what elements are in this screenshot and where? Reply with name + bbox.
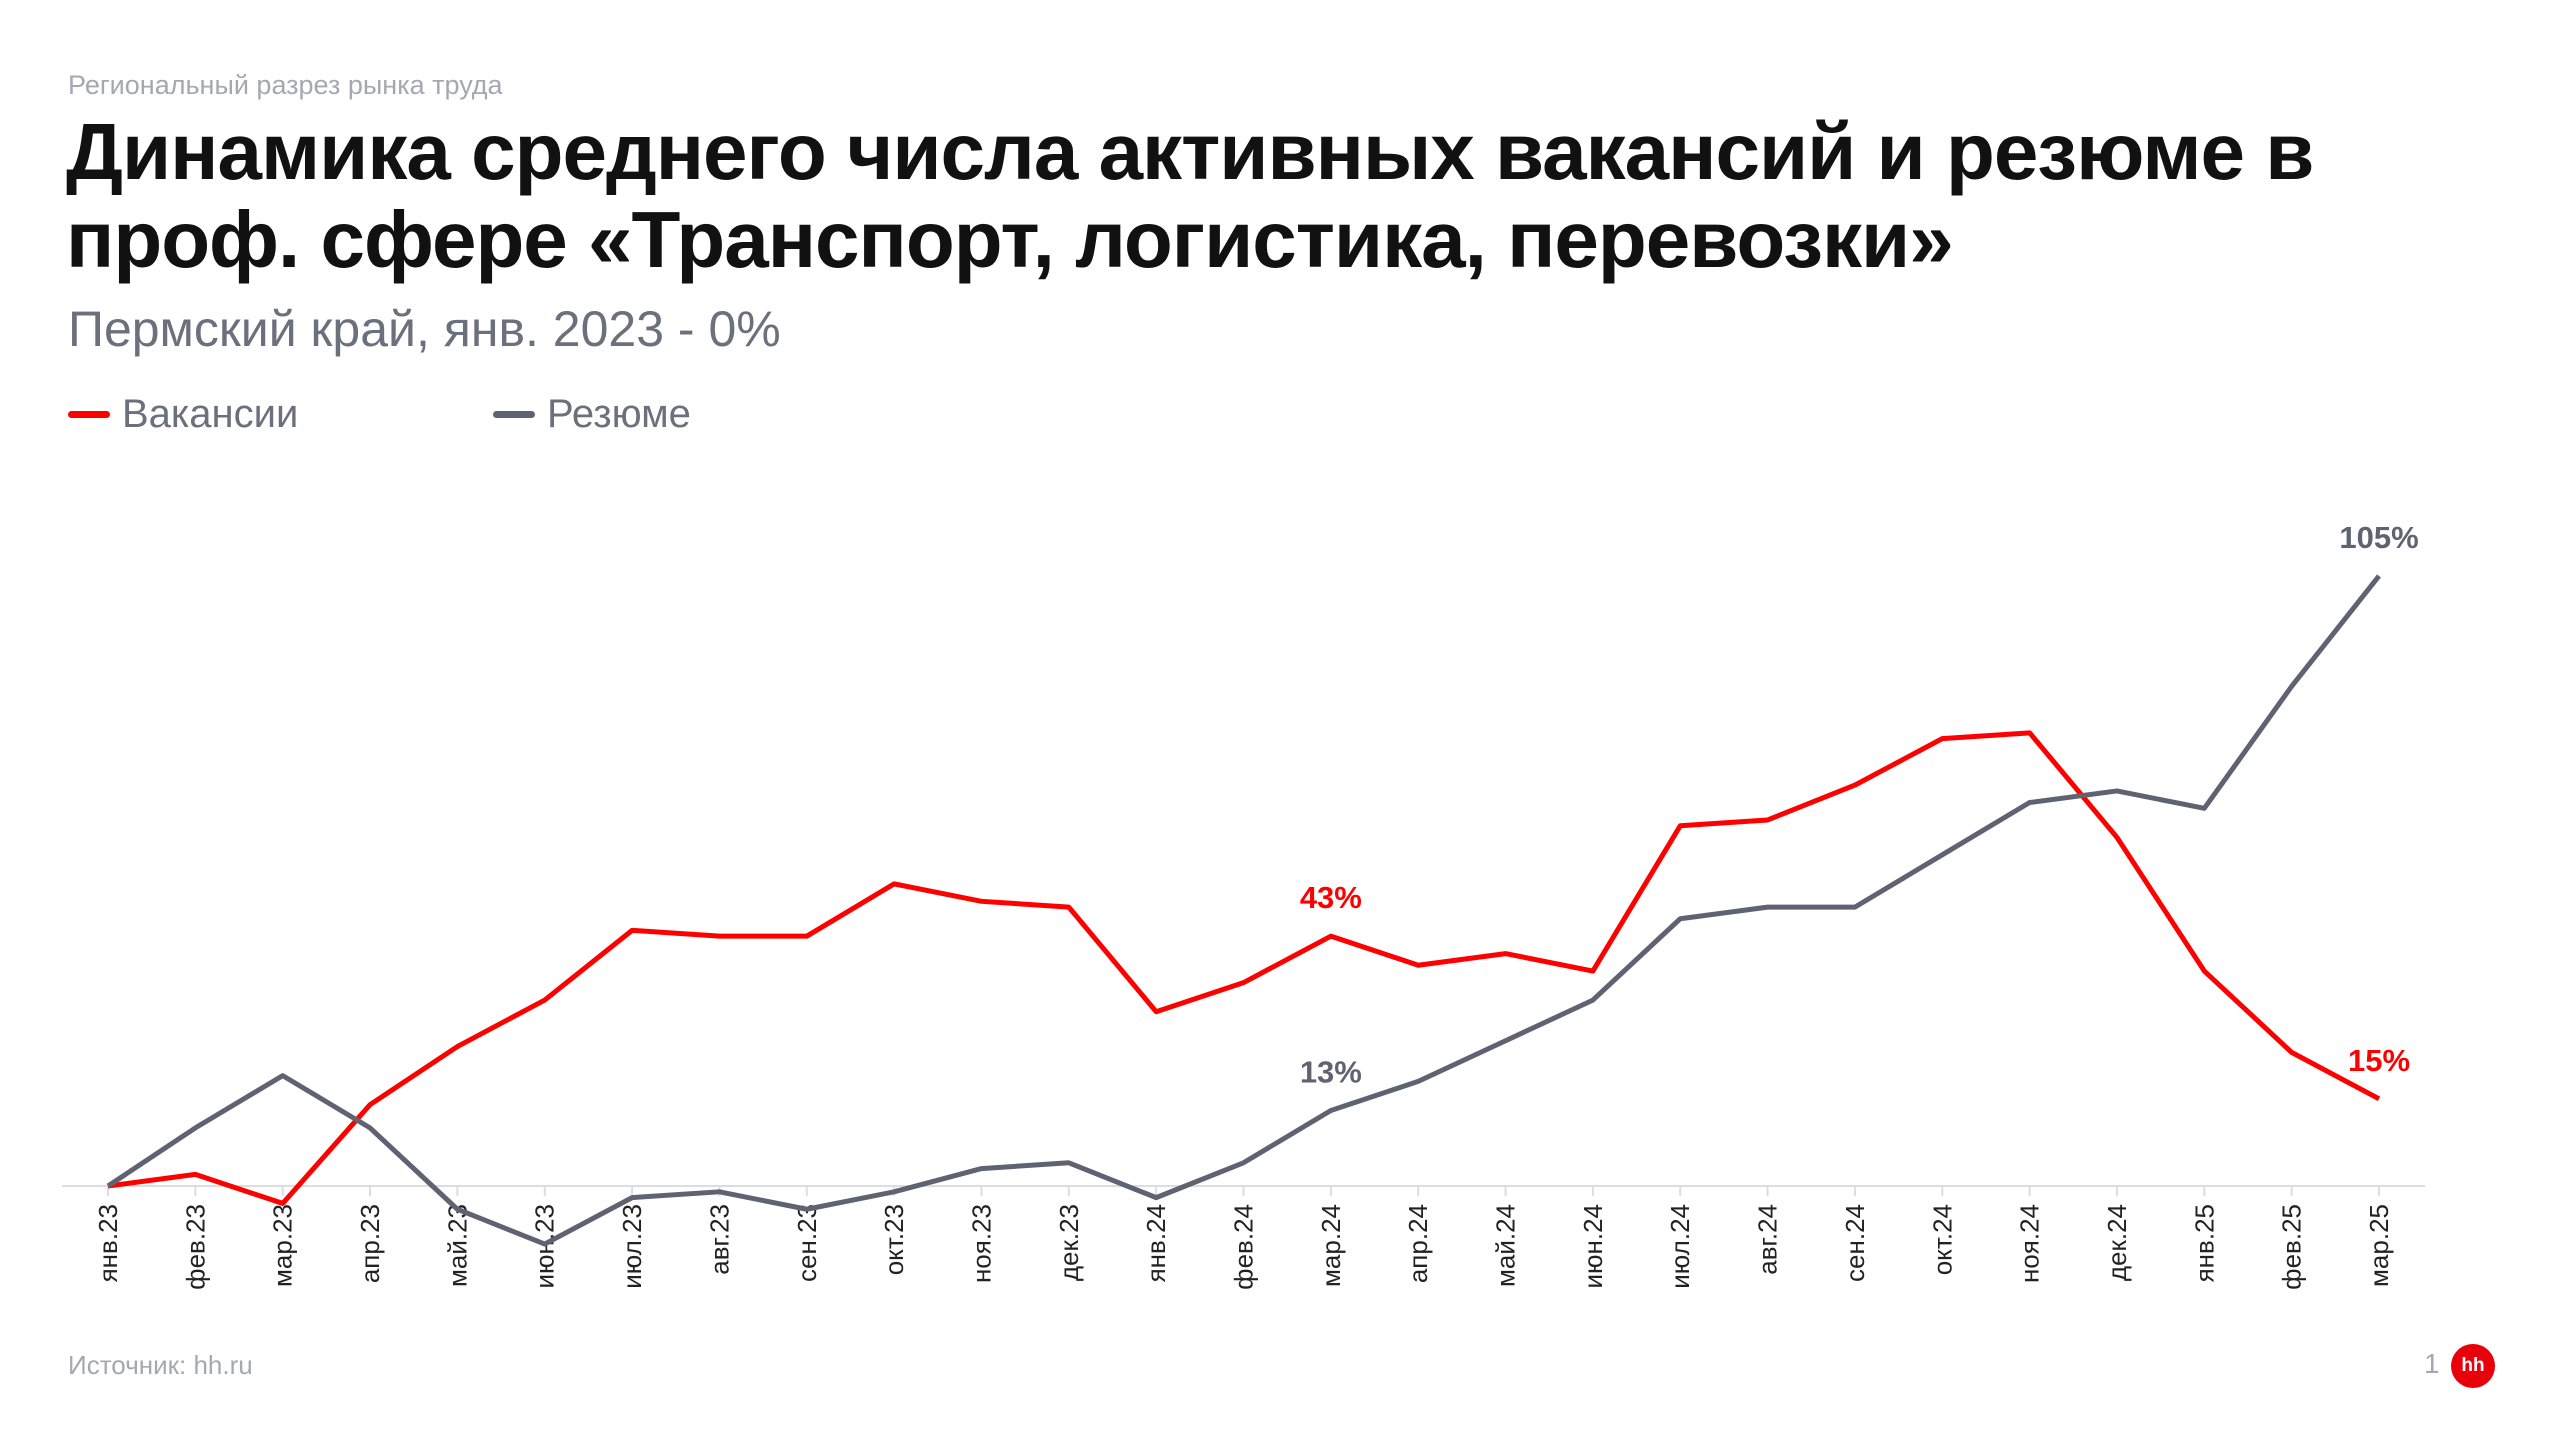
x-tick-label: апр.24 [1403,1204,1433,1283]
x-tick-label: сен.24 [1840,1204,1870,1282]
x-tick-label: апр.23 [355,1204,385,1283]
x-tick-label: июл.24 [1665,1204,1695,1289]
data-label: 15% [2348,1043,2410,1078]
x-tick-label: фев.23 [180,1204,210,1290]
series-line-resumes [106,574,2381,1247]
x-tick-label: июн.24 [1578,1204,1608,1289]
x-tick-label: окт.24 [1927,1204,1957,1275]
page-title: Динамика среднего числа активных ваканси… [66,107,2314,284]
report-kicker: Региональный разрез рынка труда [68,70,503,100]
legend-swatch-resumes [493,411,535,418]
x-tick-label: май.23 [442,1204,472,1287]
page-number: 1 [2424,1348,2440,1379]
data-label: 43% [1300,880,1362,915]
hh-logo: hh [2451,1344,2495,1388]
x-tick-label: авг.23 [704,1204,734,1275]
x-tick-label: дек.23 [1054,1204,1084,1281]
x-tick-label: июл.23 [617,1204,647,1289]
x-tick-label: фев.24 [1229,1204,1259,1290]
chart-subtitle: Пермский край, янв. 2023 - 0% [68,301,781,357]
x-tick-label: авг.24 [1753,1204,1783,1275]
legend-label: Резюме [547,392,691,436]
data-label: 13% [1300,1054,1362,1089]
x-tick-label: янв.23 [93,1204,123,1282]
x-tick-label: фев.25 [2277,1204,2307,1290]
source-note: Источник: hh.ru [68,1350,253,1380]
data-label: 105% [2339,520,2418,555]
legend-label: Вакансии [122,392,299,436]
x-tick-label: ноя.23 [966,1204,996,1283]
x-tick-label: янв.25 [2189,1204,2219,1282]
x-tick-label: мар.24 [1316,1204,1346,1287]
x-tick-label: май.24 [1491,1204,1521,1287]
chart-legend: Вакансии Резюме [68,392,918,437]
x-tick-label: янв.24 [1141,1204,1171,1282]
legend-swatch-vacancies [68,411,110,418]
x-tick-label: мар.23 [268,1204,298,1287]
x-tick-label: дек.24 [2102,1204,2132,1281]
x-tick-label: сен.23 [792,1204,822,1282]
x-tick-label: окт.23 [879,1204,909,1275]
legend-item-vacancies: Вакансии [68,392,493,437]
x-tick-label: мар.25 [2364,1204,2394,1287]
legend-item-resumes: Резюме [493,392,918,437]
x-tick-label: ноя.24 [2015,1204,2045,1283]
